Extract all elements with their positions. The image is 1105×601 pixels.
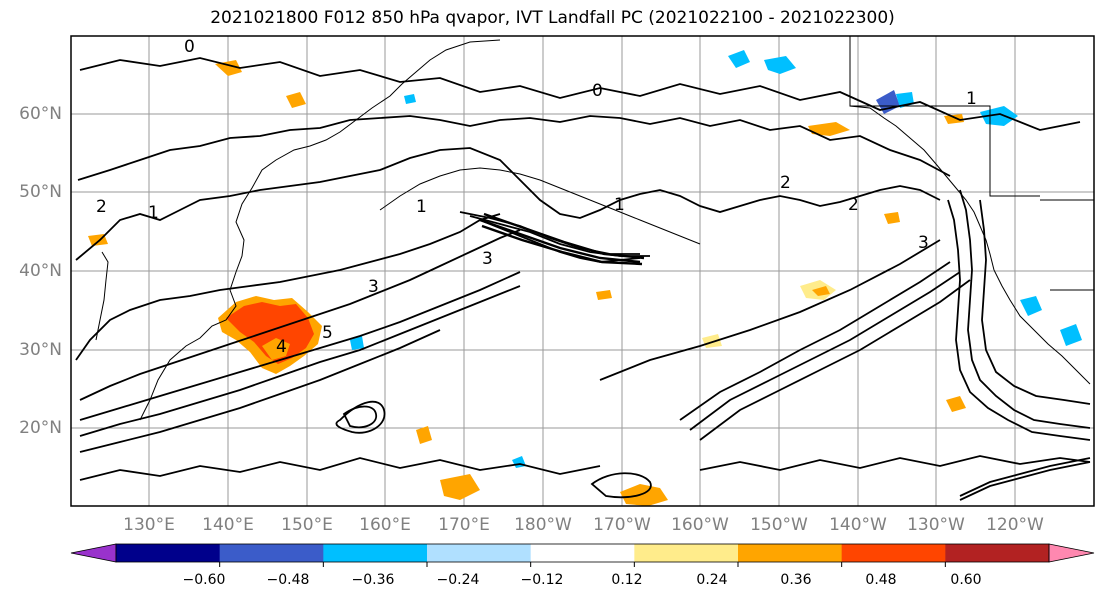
lat-tick-label: 60°N (19, 104, 62, 124)
colorbar-frame (115, 543, 1050, 563)
colorbar-tick-label: −0.36 (351, 572, 395, 588)
lat-tick-label: 20°N (19, 418, 62, 438)
contour-label: 2 (848, 195, 859, 215)
lon-tick-label: 140°W (829, 515, 887, 535)
coastlines (95, 36, 1094, 421)
contour-label: 2 (96, 197, 107, 217)
colorbar-segment (116, 544, 221, 562)
colorbar-tick-label: 0.24 (696, 572, 728, 588)
contour-label: 1 (614, 195, 625, 215)
contour-label: 3 (482, 249, 493, 269)
colorbar-tick-label: −0.24 (436, 572, 480, 588)
contour-label: 3 (368, 277, 379, 297)
colorbar-segment (219, 544, 324, 562)
colorbar-arrow-low (70, 543, 117, 563)
jet-streak (479, 212, 645, 266)
contour-labels: 0 0 1 1 1 2 2 3 3 4 5 1 2 3 (96, 37, 977, 357)
contour-label: 3 (918, 233, 929, 253)
lon-tick-label: 170°W (593, 515, 651, 535)
colorbar-segment (738, 544, 843, 562)
lat-tick-label: 40°N (19, 261, 62, 281)
lat-tick-label: 30°N (19, 340, 62, 360)
contour-label: 1 (148, 203, 159, 223)
colorbar-segment (323, 544, 428, 562)
lon-tick-label: 160°W (671, 515, 729, 535)
lat-tick-label: 50°N (19, 182, 62, 202)
map-plot-area: 0 0 1 1 1 2 2 3 3 4 5 1 2 3 (71, 36, 1094, 506)
colorbar-tick-label: 0.36 (780, 572, 812, 588)
map-title: 2021021800 F012 850 hPa qvapor, IVT Land… (210, 8, 895, 28)
contour-label: 1 (416, 197, 427, 217)
contour-label: 5 (322, 323, 333, 343)
lon-tick-label: 130°E (123, 515, 175, 535)
contour-label: 0 (592, 81, 603, 101)
lon-tick-label: 160°E (359, 515, 411, 535)
lon-tick-label: 170°E (438, 515, 490, 535)
colorbar-segment (530, 544, 635, 562)
lon-tick-label: 130°W (907, 515, 965, 535)
lon-tick-label: 120°W (986, 515, 1044, 535)
lon-tick-label: 180°W (514, 515, 572, 535)
colorbar-tick-label: −0.60 (182, 572, 226, 588)
colorbar-segment (945, 544, 1050, 562)
colorbar-tick-label: 0.12 (611, 572, 643, 588)
colorbar (70, 543, 1095, 567)
colorbar-segment (634, 544, 739, 562)
colorbar-tick-label: 0.48 (865, 572, 897, 588)
colorbar-tick-label: −0.48 (266, 572, 310, 588)
contour-label: 4 (276, 337, 287, 357)
plot-frame (70, 35, 1095, 507)
colorbar-segment (427, 544, 532, 562)
lon-tick-label: 150°E (281, 515, 333, 535)
lon-tick-label: 150°W (750, 515, 808, 535)
lon-tick-label: 140°E (202, 515, 254, 535)
contour-label: 2 (780, 173, 791, 193)
colorbar-segment (841, 544, 946, 562)
colorbar-arrow-high (1048, 543, 1095, 563)
contour-label: 0 (184, 37, 195, 57)
colorbar-tick-label: 0.60 (950, 572, 982, 588)
contour-label: 1 (966, 89, 977, 109)
graticule (71, 36, 1094, 506)
colorbar-tick-label: −0.12 (520, 572, 564, 588)
